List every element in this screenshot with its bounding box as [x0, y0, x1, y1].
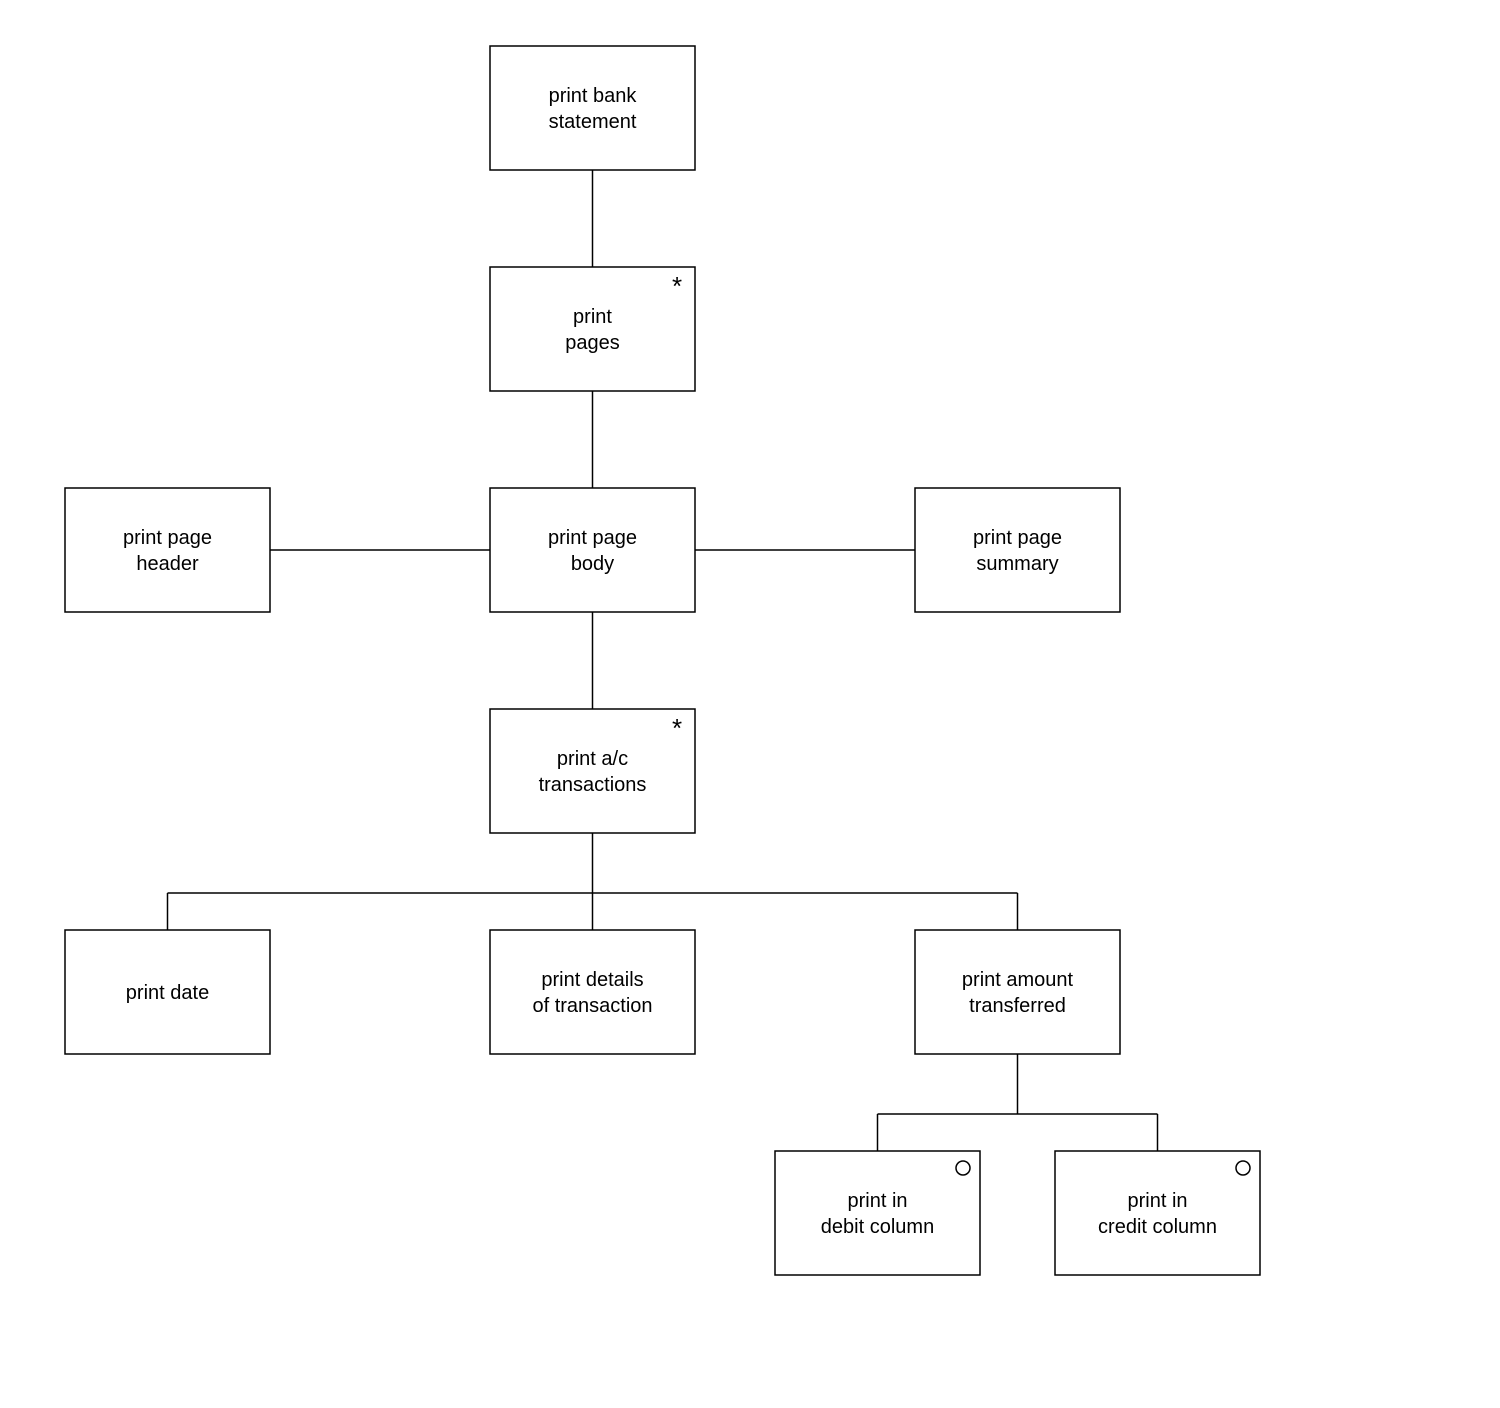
- node-label: print bank: [549, 85, 638, 107]
- selection-circle-icon: [956, 1161, 970, 1175]
- node-label: print page: [548, 527, 637, 549]
- node-label: print amount: [962, 969, 1074, 991]
- node-n6: print a/c transactions *: [490, 709, 695, 833]
- node-label: print page: [973, 527, 1062, 549]
- selection-circle-icon: [1236, 1161, 1250, 1175]
- node-label: print date: [126, 982, 209, 1004]
- node-box: [65, 488, 270, 612]
- node-label: credit column: [1098, 1216, 1217, 1238]
- node-label: print in: [1127, 1190, 1187, 1212]
- node-n1: print bank statement: [490, 46, 695, 170]
- node-n2: print pages *: [490, 267, 695, 391]
- node-box: [490, 488, 695, 612]
- node-label: transferred: [969, 995, 1066, 1017]
- node-label: statement: [549, 111, 637, 133]
- node-box: [490, 930, 695, 1054]
- node-n9: print amount transferred: [915, 930, 1120, 1054]
- node-box: [490, 46, 695, 170]
- structure-diagram: print bankstatementprintpages*print page…: [0, 0, 1500, 1408]
- node-label: of transaction: [532, 995, 652, 1017]
- node-label: debit column: [821, 1216, 934, 1238]
- node-n7: print date: [65, 930, 270, 1054]
- node-box: [915, 488, 1120, 612]
- node-n4: print page body: [490, 488, 695, 612]
- node-box: [1055, 1151, 1260, 1275]
- node-label: header: [136, 553, 199, 575]
- node-box: [490, 709, 695, 833]
- node-n3: print page header: [65, 488, 270, 612]
- node-label: transactions: [539, 774, 647, 796]
- node-box: [490, 267, 695, 391]
- node-n10: print in debit column: [775, 1151, 980, 1275]
- node-label: print details: [541, 969, 643, 991]
- node-label: pages: [565, 332, 620, 354]
- node-label: print in: [847, 1190, 907, 1212]
- iteration-star-icon: *: [672, 713, 682, 743]
- node-box: [915, 930, 1120, 1054]
- node-box: [775, 1151, 980, 1275]
- node-n8: print details of transaction: [490, 930, 695, 1054]
- node-label: summary: [976, 553, 1058, 575]
- node-label: body: [571, 553, 614, 575]
- node-label: print page: [123, 527, 212, 549]
- node-n11: print in credit column: [1055, 1151, 1260, 1275]
- node-n5: print page summary: [915, 488, 1120, 612]
- node-label: print a/c: [557, 748, 628, 770]
- nodes: print bankstatementprintpages*print page…: [65, 46, 1260, 1275]
- node-label: print: [573, 306, 612, 328]
- iteration-star-icon: *: [672, 271, 682, 301]
